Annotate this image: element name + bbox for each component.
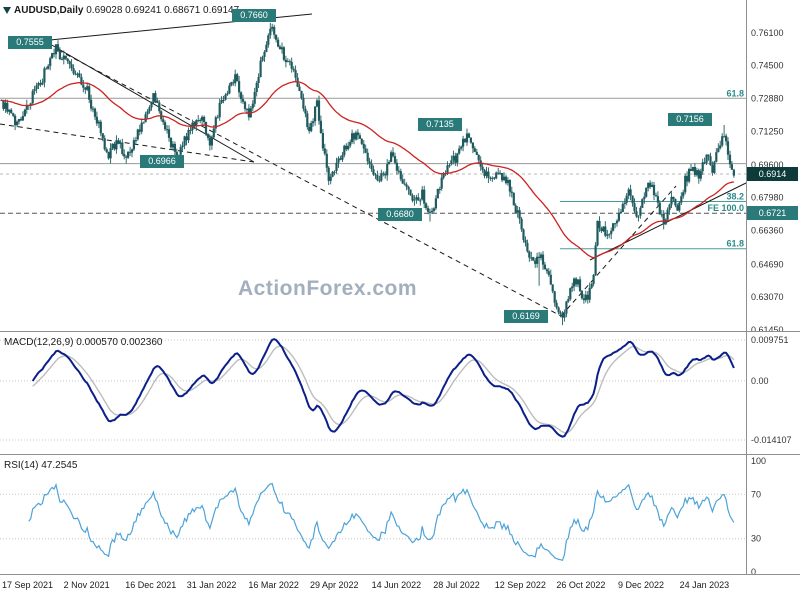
rsi-value: 47.2545 <box>41 460 78 471</box>
price-axis-label: 0.66360 <box>751 226 784 236</box>
swing-price-label: 0.7156 <box>668 113 712 126</box>
price-axis-label: 0.74500 <box>751 60 784 70</box>
date-label: 31 Jan 2022 <box>186 580 237 590</box>
candle-bodies <box>0 26 735 318</box>
symbol-marker-icon <box>3 7 11 14</box>
swing-price-label: 0.7660 <box>232 9 276 22</box>
fib-level-label: 38.2 <box>726 192 744 202</box>
level-price-tag: 0.6721 <box>747 206 798 220</box>
macd-axis-label: -0.014107 <box>751 435 792 445</box>
rsi-axis-label: 70 <box>751 489 761 499</box>
macd-panel-canvas[interactable]: 0.009751 0.00 -0.014107 <box>0 332 800 455</box>
panel-separator <box>0 574 800 575</box>
price-axis-label: 0.63070 <box>751 292 784 302</box>
rsi-title: RSI(14) 47.2545 <box>4 460 77 471</box>
macd-signal-line <box>32 345 735 434</box>
date-label: 24 Jan 2023 <box>679 580 730 590</box>
panel-separator <box>0 331 800 332</box>
macd-label: MACD(12,26,9) <box>4 337 74 348</box>
price-axis-label: 0.64690 <box>751 259 784 269</box>
macd-axis-label: 0.009751 <box>751 335 789 345</box>
trend-line <box>0 123 255 163</box>
date-label: 29 Apr 2022 <box>310 580 359 590</box>
rsi-panel-canvas[interactable]: 100 70 30 0 <box>0 455 800 575</box>
date-label: 17 Sep 2021 <box>2 580 54 590</box>
trend-line <box>589 182 747 261</box>
macd-main-line <box>31 338 735 438</box>
fib-level-label: FE 100.0 <box>707 203 744 213</box>
swing-price-label: 0.6680 <box>378 208 422 221</box>
trend-line <box>560 185 677 317</box>
rsi-axis-label: 100 <box>751 456 766 466</box>
price-axis-label: 0.71250 <box>751 126 784 136</box>
swing-price-label: 0.7555 <box>8 36 52 49</box>
date-label: 2 Nov 2021 <box>63 580 110 590</box>
date-label: 28 Jul 2022 <box>433 580 480 590</box>
moving-average-line <box>1 80 734 259</box>
current-price-tag: 0.6914 <box>747 167 798 181</box>
macd-values: 0.000570 0.002360 <box>76 337 163 348</box>
rsi-label: RSI(14) <box>4 460 39 471</box>
price-axis-label: 0.67980 <box>751 193 784 203</box>
rsi-axis-label: 30 <box>751 534 761 544</box>
date-label: 16 Mar 2022 <box>248 580 299 590</box>
chart-symbol-label: AUDUSD,Daily <box>14 5 84 16</box>
swing-price-label: 0.6169 <box>504 310 548 323</box>
price-axis-separator <box>746 0 747 575</box>
fib-level-label: 61.8 <box>726 239 744 249</box>
swing-price-label: 0.6966 <box>140 155 184 168</box>
macd-axis-label: 0.00 <box>751 376 769 386</box>
price-axis-label: 0.72880 <box>751 93 784 103</box>
chart-ohlc-values: 0.69028 0.69241 0.68671 0.69147 <box>86 5 240 16</box>
rsi-axis-label: 0 <box>751 567 756 575</box>
date-label: 9 Dec 2022 <box>618 580 665 590</box>
chart-title: AUDUSD,Daily 0.69028 0.69241 0.68671 0.6… <box>14 5 239 16</box>
swing-price-label: 0.7135 <box>418 118 462 131</box>
time-axis[interactable]: 17 Sep 2021 2 Nov 2021 16 Dec 2021 31 Jan 2… <box>0 575 800 600</box>
price-axis-label: 0.69600 <box>751 160 784 170</box>
price-axis-label: 0.61450 <box>751 325 784 332</box>
price-chart-canvas[interactable]: 0.76100 0.74500 0.72880 0.71250 0.69600 0.679… <box>0 0 800 332</box>
macd-title: MACD(12,26,9) 0.000570 0.002360 <box>4 337 162 348</box>
trend-line <box>57 49 562 317</box>
price-axis-label: 0.76100 <box>751 28 784 38</box>
date-label: 26 Oct 2022 <box>556 580 606 590</box>
rsi-line <box>28 482 735 562</box>
date-label: 14 Jun 2022 <box>371 580 422 590</box>
date-label: 12 Sep 2022 <box>494 580 546 590</box>
date-label: 16 Dec 2021 <box>125 580 177 590</box>
watermark: ActionForex.com <box>238 277 418 300</box>
panel-separator <box>0 454 800 455</box>
fib-level-label: 61.8 <box>726 88 744 98</box>
